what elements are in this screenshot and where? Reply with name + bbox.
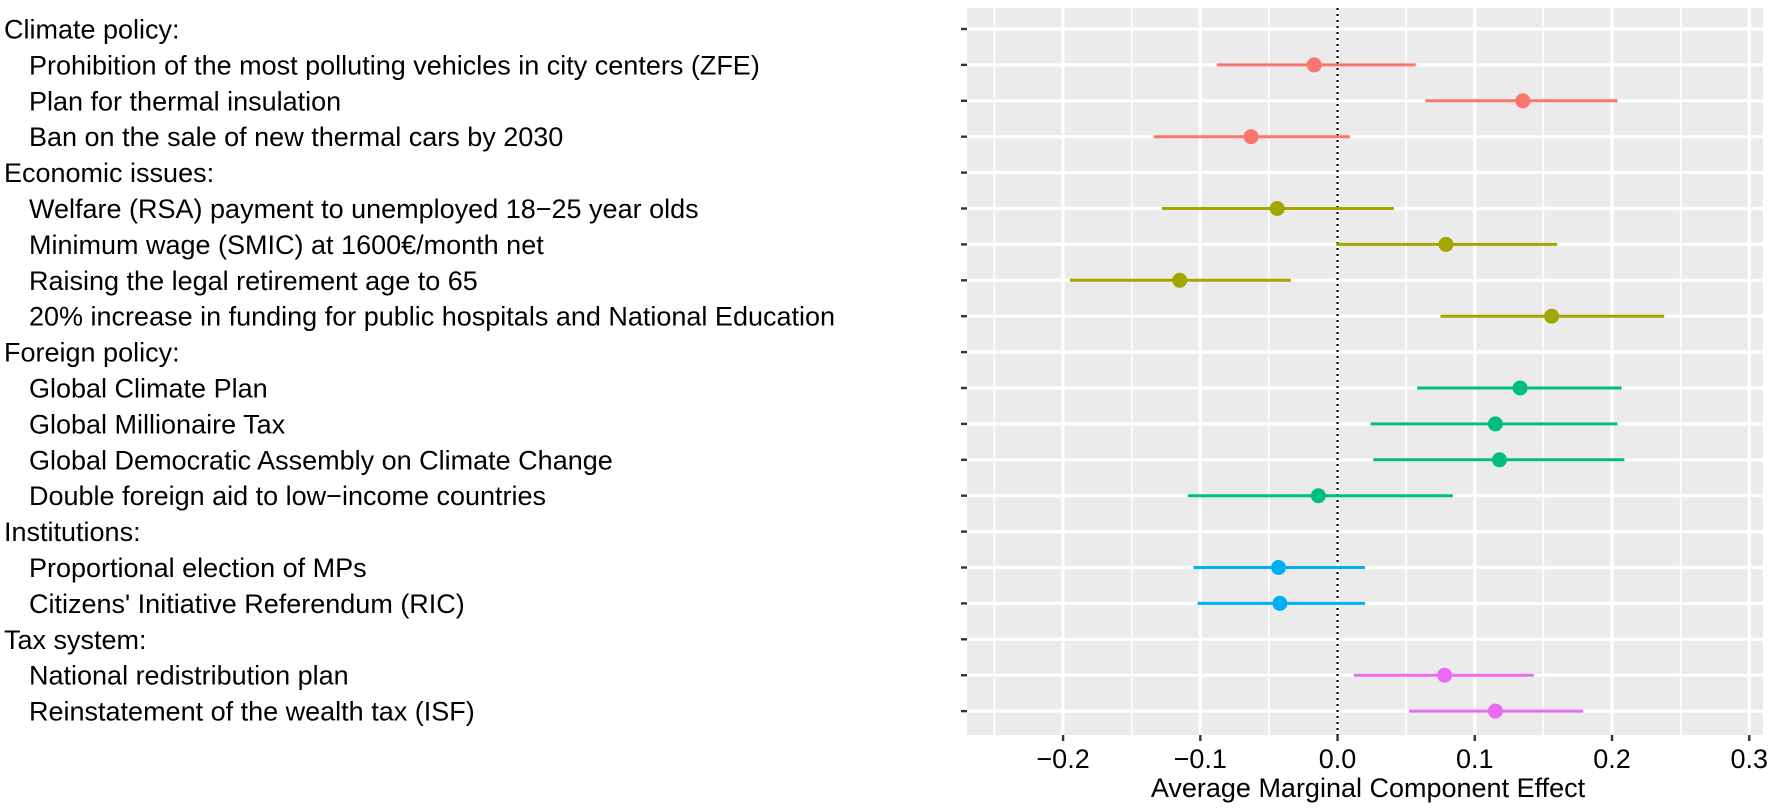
estimate-citizens-initiative-referendum-ric-point xyxy=(1272,595,1288,611)
row-label: Reinstatement of the wealth tax (ISF) xyxy=(29,697,475,727)
estimates xyxy=(1069,57,1665,719)
group-header-label: Institutions: xyxy=(4,517,141,547)
x-axis: −0.2 −0.1 0.0 0.1 0.2 0.3 xyxy=(1036,735,1768,774)
group-header-label: Economic issues: xyxy=(4,158,214,188)
x-axis-title: Average Marginal Component Effect xyxy=(1151,773,1586,803)
x-tick-label: 0.1 xyxy=(1456,744,1494,774)
row-label: Global Millionaire Tax xyxy=(29,409,286,439)
row-label: Prohibition of the most polluting vehicl… xyxy=(29,50,760,80)
y-axis-ticks xyxy=(961,27,967,713)
estimate-20-increase-in-funding-for-public-hospitals-and-national-education-point xyxy=(1544,308,1560,324)
row-label: Double foreign aid to low−income countri… xyxy=(29,481,546,511)
row-label: Global Democratic Assembly on Climate Ch… xyxy=(29,445,613,475)
row-label: Welfare (RSA) payment to unemployed 18−2… xyxy=(29,194,699,224)
estimate-welfare-rsa-payment-to-unemployed-18-25-year-olds-point xyxy=(1269,201,1285,216)
estimate-global-democratic-assembly-on-climate-change-point xyxy=(1491,452,1507,468)
row-label: Minimum wage (SMIC) at 1600€/month net xyxy=(29,230,544,260)
estimate-national-redistribution-plan-point xyxy=(1437,667,1453,683)
x-tick-label: 0.0 xyxy=(1319,744,1357,774)
row-label: Raising the legal retirement age to 65 xyxy=(29,266,478,296)
x-tick-label: −0.1 xyxy=(1174,744,1227,774)
estimate-proportional-election-of-mps-point xyxy=(1271,560,1287,575)
row-label: Plan for thermal insulation xyxy=(29,86,341,116)
group-header-label: Tax system: xyxy=(4,625,147,655)
row-labels: Climate policy: Prohibition of the most p… xyxy=(4,15,835,727)
x-tick-label: 0.2 xyxy=(1593,744,1631,774)
x-tick-label: −0.2 xyxy=(1036,744,1089,774)
estimate-prohibition-of-the-most-polluting-vehicles-in-city-centers-zfe-point xyxy=(1306,57,1322,73)
estimate-double-foreign-aid-to-low-income-countries-point xyxy=(1310,488,1326,504)
row-label: National redistribution plan xyxy=(29,661,349,691)
estimate-reinstatement-of-the-wealth-tax-isf-point xyxy=(1487,703,1503,719)
estimate-global-climate-plan-point xyxy=(1512,380,1528,396)
estimate-ban-on-the-sale-of-new-thermal-cars-by-2030-point xyxy=(1243,129,1259,145)
x-tick-label: 0.3 xyxy=(1731,744,1769,774)
estimate-global-millionaire-tax-point xyxy=(1487,416,1503,432)
estimate-plan-for-thermal-insulation-point xyxy=(1515,93,1531,109)
row-label: Citizens' Initiative Referendum (RIC) xyxy=(29,589,465,619)
row-label: Global Climate Plan xyxy=(29,374,268,404)
row-label: Ban on the sale of new thermal cars by 2… xyxy=(29,122,563,152)
plot-panel xyxy=(967,8,1763,735)
estimate-minimum-wage-smic-at-1600-month-net-point xyxy=(1438,236,1454,252)
group-header-label: Climate policy: xyxy=(4,15,180,45)
group-header-label: Foreign policy: xyxy=(4,338,180,368)
row-label: 20% increase in funding for public hospi… xyxy=(29,302,835,332)
row-label: Proportional election of MPs xyxy=(29,553,367,583)
estimate-raising-the-legal-retirement-age-to-65-point xyxy=(1172,272,1188,288)
